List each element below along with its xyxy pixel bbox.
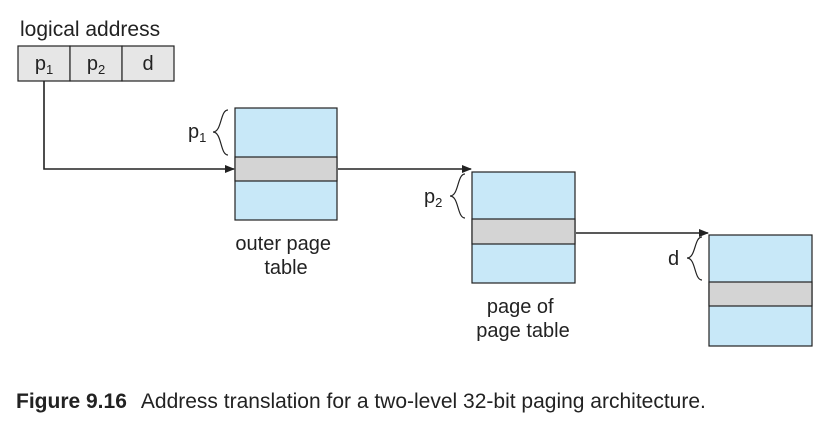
memory-page: d <box>668 234 813 347</box>
brace-d <box>686 236 703 281</box>
brace-p1 <box>212 109 229 156</box>
logical-address-register: p1 p2 d <box>17 45 175 82</box>
figure-caption-text: Address translation for a two-level 32-b… <box>140 390 706 413</box>
field-p1-label: p1 <box>35 53 53 77</box>
field-p2-box <box>69 45 123 82</box>
field-p1-box <box>17 45 71 82</box>
offset-label-p1: p1 <box>188 121 206 145</box>
logical-address-title: logical address <box>20 18 160 41</box>
outer-page-table: p1 outer page table <box>188 107 338 279</box>
field-p2-label: p2 <box>87 53 105 77</box>
figure-number: Figure 9.16 <box>16 390 127 413</box>
page-of-page-table-label: page of page table <box>476 296 569 342</box>
field-d-label: d <box>142 53 153 75</box>
outer-page-table-label: outer page table <box>235 233 336 279</box>
brace-p2 <box>449 173 466 219</box>
outer-page-table-entry <box>234 156 338 182</box>
offset-label-d: d <box>668 248 679 270</box>
field-d-box <box>121 45 175 82</box>
page-of-page-table: p2 page of page table <box>424 171 576 342</box>
arrow-p1-to-outer-table <box>43 81 235 173</box>
memory-page-entry <box>708 281 813 307</box>
offset-label-p2: p2 <box>424 186 442 210</box>
page-of-page-table-entry <box>471 218 576 245</box>
figure-caption: Figure 9.16 Address translation for a two… <box>16 390 706 414</box>
